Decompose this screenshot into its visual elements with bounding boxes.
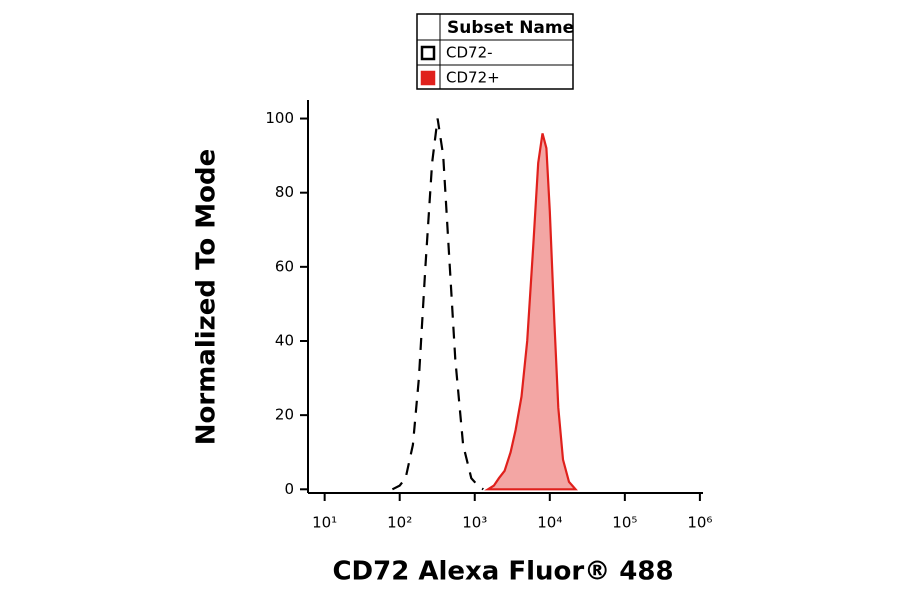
legend-box xyxy=(416,13,574,90)
legend-swatch xyxy=(420,70,436,86)
y-tick-label: 80 xyxy=(275,183,294,201)
x-axis-label: CD72 Alexa Fluor® 488 xyxy=(332,557,673,587)
y-tick-label: 40 xyxy=(275,331,294,349)
y-tick-label: 60 xyxy=(275,257,294,275)
x-tick-label: 10¹ xyxy=(312,514,337,532)
y-axis-label: Normalized To Mode xyxy=(192,149,222,446)
x-tick-label: 10⁴ xyxy=(537,514,562,532)
legend-title: Subset Name xyxy=(447,18,574,38)
series-line xyxy=(484,133,578,491)
legend-label: CD72- xyxy=(446,44,493,62)
x-tick-label: 10³ xyxy=(462,514,487,532)
x-tick-label: 10² xyxy=(387,514,412,532)
series-line xyxy=(391,118,484,491)
y-tick-label: 0 xyxy=(284,480,294,498)
y-tick-label: 100 xyxy=(265,109,294,127)
legend-swatch xyxy=(420,45,436,61)
x-tick-label: 10⁶ xyxy=(687,514,712,532)
y-tick-label: 20 xyxy=(275,406,294,424)
legend-label: CD72+ xyxy=(446,69,500,87)
x-tick-label: 10⁵ xyxy=(612,514,637,532)
